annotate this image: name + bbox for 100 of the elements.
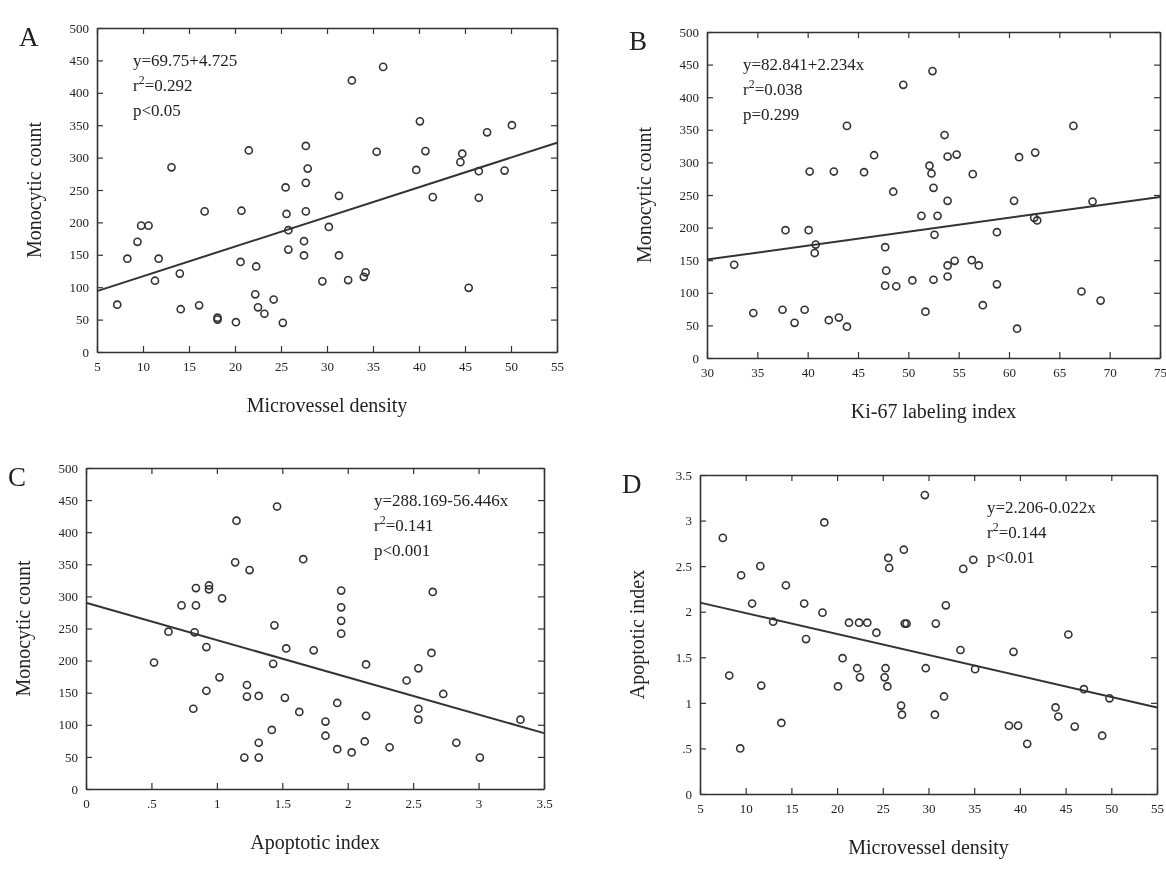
point bbox=[834, 313, 844, 322]
point bbox=[967, 255, 977, 265]
x-tick-label: 65 bbox=[1053, 365, 1067, 381]
y-axis-title: Monocytic count bbox=[633, 126, 656, 264]
point bbox=[1063, 630, 1073, 639]
x-tick-label: .5 bbox=[147, 796, 157, 812]
annotation: p<0.05 bbox=[133, 101, 181, 120]
point bbox=[898, 80, 908, 90]
point bbox=[301, 141, 311, 151]
point bbox=[336, 602, 346, 612]
point bbox=[347, 76, 357, 85]
point bbox=[414, 663, 423, 673]
point bbox=[755, 561, 765, 571]
point bbox=[729, 260, 739, 270]
y-tick-label: 1 bbox=[685, 695, 692, 711]
annotation: y=69.75+4.725 bbox=[133, 51, 238, 70]
point bbox=[819, 518, 829, 527]
y-tick-label: 2.5 bbox=[675, 558, 692, 574]
point bbox=[925, 161, 934, 171]
x-tick-label: 20 bbox=[831, 801, 845, 817]
x-tick-label: 15 bbox=[785, 801, 799, 817]
x-tick-label: 45 bbox=[1059, 801, 1073, 817]
x-tick-label: 1.5 bbox=[274, 796, 291, 812]
point bbox=[1096, 296, 1105, 305]
x-tick-label: 30 bbox=[701, 365, 714, 381]
y-tick-label: 3 bbox=[685, 513, 692, 529]
point bbox=[992, 227, 1002, 237]
point bbox=[299, 236, 309, 246]
point bbox=[838, 653, 847, 663]
point bbox=[881, 663, 890, 673]
annotation: r$^{2}$=0.292 bbox=[133, 73, 193, 95]
point bbox=[202, 642, 211, 652]
point bbox=[859, 167, 869, 177]
y-tick-label: 100 bbox=[58, 717, 78, 733]
x-tick-label: 75 bbox=[1154, 365, 1166, 381]
point bbox=[402, 676, 411, 685]
annotation: p<0.01 bbox=[987, 548, 1035, 567]
annotation: r$^{2}$=0.144 bbox=[987, 520, 1047, 542]
y-axis-title: Monocytic count bbox=[12, 560, 35, 697]
point bbox=[842, 322, 852, 332]
point bbox=[336, 616, 346, 626]
point bbox=[899, 545, 909, 555]
x-tick-label: 10 bbox=[137, 359, 150, 375]
y-tick-label: 400 bbox=[679, 89, 699, 105]
point bbox=[884, 563, 894, 573]
point bbox=[303, 164, 313, 173]
point bbox=[280, 693, 290, 703]
point bbox=[978, 300, 988, 310]
point bbox=[268, 659, 278, 669]
point bbox=[414, 704, 423, 714]
annotation: y=2.206-0.022x bbox=[987, 498, 1097, 517]
chart-title: B bbox=[629, 26, 648, 56]
y-tick-label: 250 bbox=[69, 182, 89, 198]
point bbox=[883, 682, 892, 691]
point bbox=[177, 601, 186, 610]
point bbox=[278, 318, 288, 328]
point bbox=[950, 256, 960, 266]
point bbox=[167, 162, 176, 172]
y-tick-label: 350 bbox=[69, 117, 89, 133]
point bbox=[917, 211, 926, 221]
y-tick-label: 450 bbox=[58, 492, 78, 508]
y-tick-label: .5 bbox=[682, 741, 692, 757]
annotation: y=288.169-56.446x bbox=[374, 491, 509, 510]
x-tick-label: 55 bbox=[952, 365, 966, 381]
point bbox=[1079, 684, 1089, 694]
x-tick-label: 40 bbox=[413, 359, 426, 375]
y-tick-label: 0 bbox=[685, 786, 692, 802]
point bbox=[768, 617, 778, 627]
point bbox=[881, 266, 891, 275]
point bbox=[718, 533, 728, 543]
point bbox=[254, 738, 264, 748]
point bbox=[829, 167, 839, 176]
point bbox=[941, 600, 951, 610]
point bbox=[414, 715, 423, 725]
point bbox=[269, 295, 279, 304]
point bbox=[968, 555, 978, 565]
y-tick-label: 350 bbox=[58, 556, 78, 572]
x-tick-label: 10 bbox=[739, 801, 753, 817]
point bbox=[824, 315, 834, 325]
x-tick-label: 45 bbox=[852, 365, 865, 381]
point bbox=[250, 289, 260, 299]
x-tick-label: 25 bbox=[876, 801, 890, 817]
point bbox=[927, 169, 936, 178]
point bbox=[921, 307, 930, 317]
chart-title: D bbox=[622, 469, 642, 499]
point bbox=[164, 627, 173, 637]
point bbox=[122, 254, 132, 264]
x-tick-label: 40 bbox=[801, 365, 815, 381]
point bbox=[427, 648, 436, 658]
point bbox=[272, 502, 282, 511]
y-tick-label: 50 bbox=[686, 318, 699, 334]
y-tick-label: 350 bbox=[679, 122, 699, 138]
x-tick-label: 45 bbox=[459, 359, 472, 375]
annotation: r$^{2}$=0.038 bbox=[743, 77, 803, 99]
point bbox=[748, 308, 758, 318]
point bbox=[516, 715, 525, 725]
x-axis-title: Ki-67 labeling index bbox=[850, 400, 1017, 423]
x-tick-label: 30 bbox=[922, 801, 936, 817]
y-tick-label: 500 bbox=[58, 460, 78, 476]
point bbox=[736, 570, 746, 580]
